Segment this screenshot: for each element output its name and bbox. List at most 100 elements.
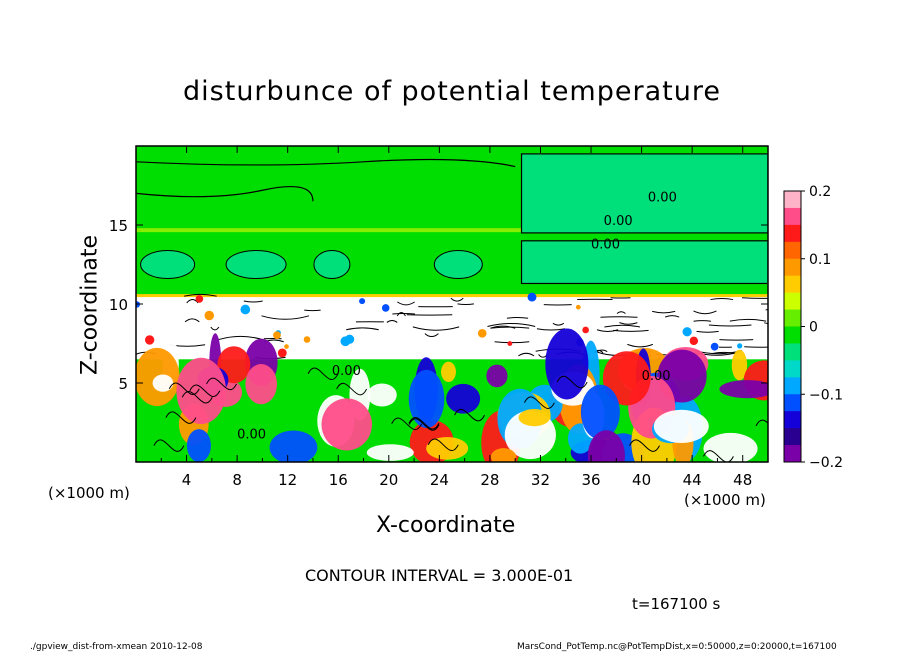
time-label: t=167100 s [632,595,721,613]
lower-blob [441,361,456,383]
middle-speck [144,335,155,345]
lower-contour [189,384,221,397]
lower-blob [269,430,318,462]
colorbar-tick-label: 0 [809,320,818,336]
x-tick-label: 36 [581,471,600,489]
middle-contour [652,310,676,314]
x-axis-label: X-coordinate [376,513,516,538]
colorbar-segment [784,428,801,446]
colorbar-tick-label: −0.1 [809,387,843,403]
upper-right-patch [520,153,768,234]
cyan-patch-1 [225,250,287,279]
lower-blob [602,351,651,406]
middle-top-band [136,294,768,298]
middle-speck [689,336,699,346]
contour-label: 0.00 [591,238,620,253]
middle-contour [613,329,649,332]
middle-contour [729,318,767,322]
lower-blob [490,448,517,462]
lower-blob [186,429,211,462]
colorbar-segment [784,343,801,361]
contour-label: 0.00 [642,369,671,384]
lower-blob [653,409,709,443]
middle-speck [240,304,251,315]
lower-blob [703,432,758,462]
lower-contour [336,382,368,396]
y-tick-label: 5 [118,375,128,393]
middle-contour [693,310,717,315]
chart-title: disturbunce of potential temperature [183,76,721,107]
x-tick-label: 12 [278,471,297,489]
upper-right-patch-2 [520,240,768,285]
lower-blob [408,369,445,428]
middle-contour [664,315,680,318]
x-unit-label-left: (×1000 m) [48,484,130,502]
lower-blob [719,380,768,399]
x-tick-label: 4 [182,471,192,489]
middle-speck [340,336,351,347]
lower-contour [523,396,555,409]
middle-speck [710,342,719,351]
middle-contour [506,316,529,319]
middle-speck [737,343,743,349]
middle-contour [600,316,638,318]
middle-contour [693,320,712,322]
middle-speck [303,336,311,343]
colorbar-segment [784,292,801,311]
y-tick-label: 10 [109,296,128,314]
x-tick-label: 24 [430,471,449,489]
colorbar-segment [784,224,801,243]
middle-contour [218,335,263,341]
x-tick-label: 40 [632,471,651,489]
cyan-patch-2 [313,250,351,279]
colorbar-segment [784,258,801,277]
lower-contour [391,417,423,431]
middle-speck [507,341,513,346]
middle-contour [744,346,768,348]
contour-label: 0.00 [237,427,266,442]
middle-contour [616,311,626,314]
x-tick-label: 8 [232,471,242,489]
colorbar-segment [784,377,801,395]
middle-contour [719,339,754,341]
middle-contour [518,352,535,357]
middle-contour [261,315,310,320]
x-tick-label: 48 [733,471,752,489]
middle-contour [210,326,220,331]
middle-contour [490,326,530,329]
colorbar-segment [784,411,801,429]
colorbar-segment [784,394,801,412]
footer-right-text: MarsCond_PotTemp.nc@PotTempDist,x=0:5000… [517,642,837,652]
middle-speck [477,328,487,338]
colorbar-segment [784,191,801,209]
colorbar-segment [784,360,801,378]
lower-contour [427,438,459,452]
middle-speck [277,348,287,358]
contour-label: 0.00 [604,214,633,229]
middle-contour [412,326,460,331]
middle-speck [195,295,204,303]
y-axis-label: Z-coordinate [77,235,103,375]
middle-contour [397,301,415,306]
lower-blob [367,383,397,407]
middle-contour [764,322,768,325]
lower-contour [206,377,237,391]
lower-contour [556,375,588,389]
middle-contour [396,312,406,317]
colorbar-tick-label: −0.2 [809,455,843,471]
middle-contour [604,324,641,328]
middle-contour [741,297,768,299]
lower-blob [446,383,481,414]
lower-blob [152,374,174,392]
lower-blob [580,384,620,440]
middle-speck [284,344,289,349]
x-tick-label: 16 [329,471,348,489]
x-unit-label-right: (×1000 m) [684,491,766,509]
middle-speck [273,331,281,340]
upper-contour-2 [136,185,314,202]
lower-contour [165,411,197,424]
colorbar-segment [784,275,801,294]
lower-contour [168,382,200,395]
middle-contour [450,297,464,302]
